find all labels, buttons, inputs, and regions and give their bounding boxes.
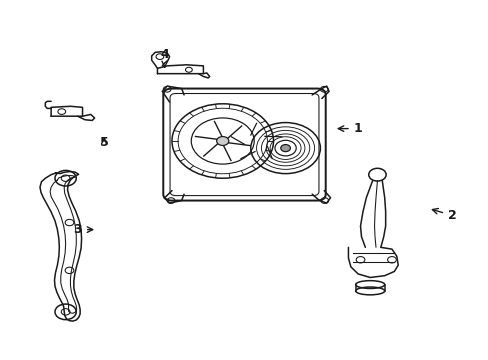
Text: 1: 1 (338, 122, 362, 135)
Text: 2: 2 (431, 208, 456, 222)
FancyBboxPatch shape (170, 94, 318, 195)
Text: 3: 3 (73, 223, 93, 236)
Text: 5: 5 (100, 136, 108, 149)
Circle shape (216, 136, 228, 145)
FancyBboxPatch shape (163, 89, 325, 201)
Text: 4: 4 (160, 48, 169, 67)
Circle shape (280, 145, 290, 152)
